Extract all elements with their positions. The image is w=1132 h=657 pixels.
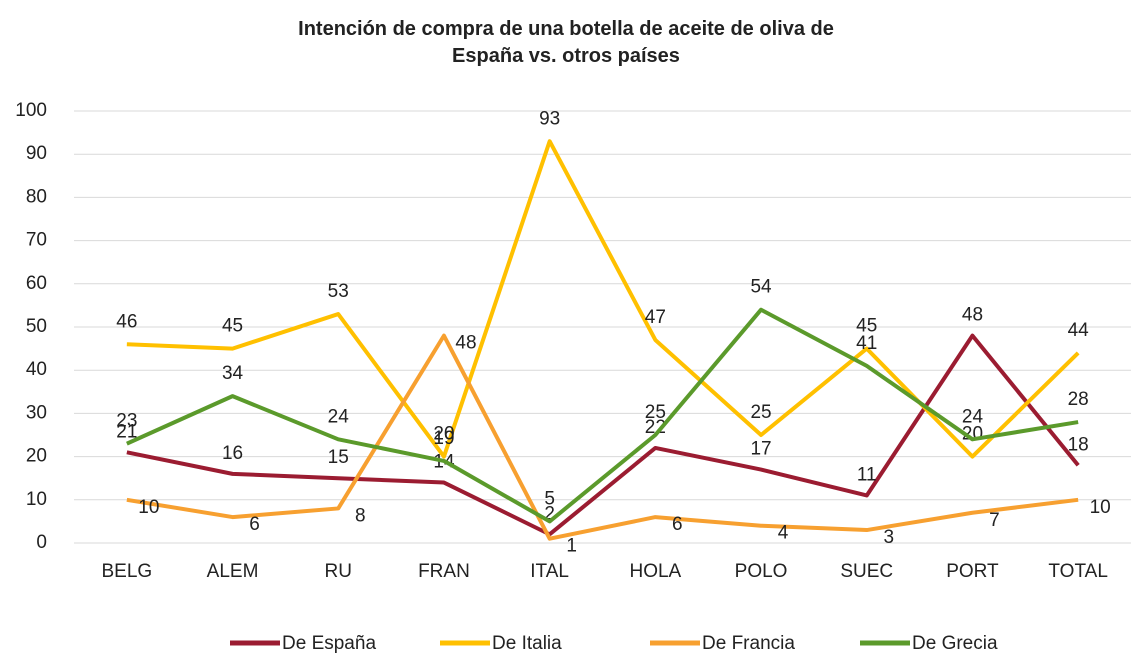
data-label: 48: [455, 333, 476, 354]
x-tick-label: RU: [325, 561, 352, 582]
data-label: 16: [222, 443, 243, 464]
data-label: 8: [355, 505, 366, 526]
x-tick-label: PORT: [946, 561, 999, 582]
data-label: 54: [750, 277, 772, 298]
data-label: 25: [645, 402, 666, 423]
data-label: 5: [544, 488, 555, 509]
x-tick-label: FRAN: [418, 561, 470, 582]
data-label: 11: [857, 464, 877, 485]
data-label: 2: [544, 503, 555, 524]
line-series: [126, 333, 1080, 537]
y-tick-label: 20: [26, 446, 47, 467]
line-series: [126, 307, 1079, 524]
x-tick-label: HOLA: [629, 561, 681, 582]
data-label: 41: [856, 333, 877, 354]
data-label: 25: [750, 402, 771, 423]
data-label: 45: [856, 316, 877, 337]
data-label: 6: [249, 514, 260, 535]
data-label: 46: [116, 311, 137, 332]
data-label: 17: [750, 439, 771, 460]
x-tick-label: SUEC: [840, 561, 893, 582]
data-label: 18: [1068, 434, 1089, 455]
line-series: [126, 333, 1079, 541]
data-label: 47: [645, 307, 666, 328]
data-label: 21: [116, 421, 137, 442]
y-tick-label: 70: [26, 230, 47, 251]
x-tick-label: ALEM: [207, 561, 259, 582]
legend-label: De Francia: [702, 633, 795, 654]
data-label: 45: [222, 316, 243, 337]
data-label: 23: [116, 411, 137, 432]
legend-label: De España: [282, 633, 376, 654]
data-label: 1: [566, 536, 577, 557]
data-label: 20: [433, 424, 454, 445]
data-label: 93: [539, 108, 560, 129]
data-label: 24: [328, 406, 350, 427]
y-tick-label: 0: [36, 532, 47, 553]
x-tick-label: POLO: [735, 561, 788, 582]
chart-title: Intención de compra de una botella de ac…: [298, 18, 834, 67]
data-label: 34: [222, 363, 244, 384]
data-label: 28: [1068, 389, 1089, 410]
legend-label: De Grecia: [912, 633, 998, 654]
data-label: 10: [138, 497, 159, 518]
x-tick-label: BELG: [101, 561, 152, 582]
y-tick-label: 40: [26, 359, 47, 380]
y-tick-label: 80: [26, 186, 47, 207]
y-tick-label: 100: [15, 100, 47, 121]
y-tick-label: 50: [26, 316, 47, 337]
data-label: 48: [962, 305, 983, 326]
data-label: 22: [645, 417, 666, 438]
data-label: 4: [778, 523, 789, 544]
data-label: 19: [433, 428, 454, 449]
x-tick-label: TOTAL: [1048, 561, 1107, 582]
data-label: 53: [328, 281, 349, 302]
data-label: 10: [1090, 497, 1111, 518]
y-tick-label: 60: [26, 273, 47, 294]
data-label: 6: [672, 514, 683, 535]
x-tick-label: ITAL: [530, 561, 569, 582]
y-tick-label: 90: [26, 143, 47, 164]
y-tick-label: 10: [26, 489, 47, 510]
data-label: 15: [328, 447, 349, 468]
data-label: 24: [962, 406, 984, 427]
data-label: 44: [1068, 320, 1090, 341]
legend-label: De Italia: [492, 633, 562, 654]
data-label: 7: [989, 510, 1000, 531]
y-tick-label: 30: [26, 402, 47, 423]
data-label: 3: [883, 527, 894, 548]
